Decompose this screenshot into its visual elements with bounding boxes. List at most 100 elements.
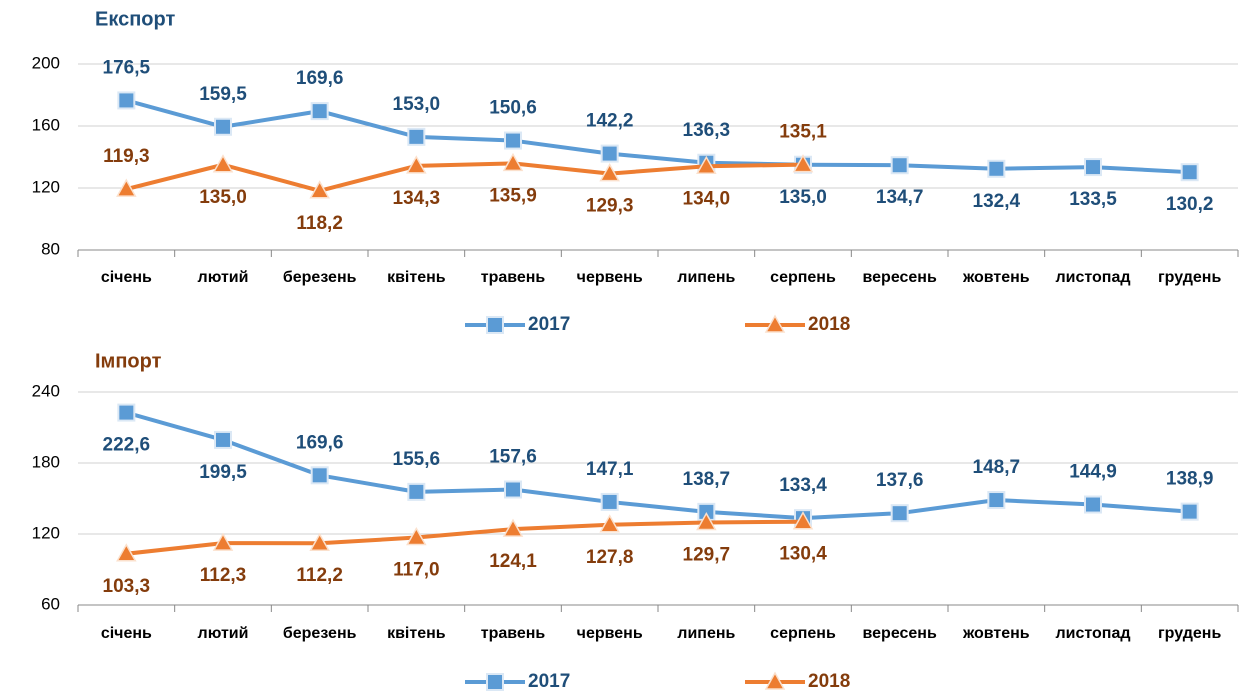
x-tick-label: листопад xyxy=(1055,625,1130,642)
data-label: 135,1 xyxy=(779,122,827,143)
data-label: 176,5 xyxy=(103,57,151,78)
data-label: 144,9 xyxy=(1069,462,1117,483)
x-tick-label: березень xyxy=(283,625,357,642)
data-label: 129,3 xyxy=(586,196,634,217)
data-label: 112,3 xyxy=(200,565,247,586)
data-point xyxy=(504,480,522,499)
y-tick-label: 160 xyxy=(32,115,60,134)
data-point xyxy=(212,532,234,551)
data-label: 133,4 xyxy=(779,475,827,496)
x-tick-label: липень xyxy=(677,625,735,642)
data-label: 148,7 xyxy=(973,457,1021,478)
x-tick-label: березень xyxy=(283,269,357,286)
x-tick-label: серпень xyxy=(770,269,836,286)
data-label: 153,0 xyxy=(393,94,441,115)
data-label: 130,4 xyxy=(779,544,827,565)
series-line xyxy=(125,98,1190,175)
data-label: 134,0 xyxy=(683,188,731,209)
data-point xyxy=(116,178,137,197)
data-label: 138,7 xyxy=(683,469,731,490)
data-label: 117,0 xyxy=(393,560,440,581)
data-point xyxy=(309,180,330,199)
x-tick-label: січень xyxy=(101,625,152,642)
x-tick-label: січень xyxy=(101,269,152,286)
legend-marker xyxy=(486,673,504,691)
data-label: 135,0 xyxy=(779,187,827,208)
data-label: 138,9 xyxy=(1166,469,1214,490)
data-label: 103,3 xyxy=(103,576,151,597)
data-point xyxy=(987,159,1006,178)
data-label: 142,2 xyxy=(586,111,634,132)
legend-label: 2017 xyxy=(528,314,570,335)
x-tick-label: травень xyxy=(481,269,546,286)
x-tick-label: червень xyxy=(577,625,643,642)
legend-label: 2018 xyxy=(808,671,850,692)
x-tick-label: грудень xyxy=(1158,269,1221,286)
data-label: 129,7 xyxy=(683,545,731,566)
data-point xyxy=(309,532,330,551)
x-tick-label: вересень xyxy=(863,269,937,286)
x-tick-label: лютий xyxy=(198,625,249,642)
data-label: 222,6 xyxy=(103,435,151,456)
y-tick-label: 120 xyxy=(32,177,60,196)
data-point xyxy=(1180,163,1199,182)
data-point xyxy=(504,131,522,150)
data-point xyxy=(406,155,427,174)
data-label: 135,9 xyxy=(489,185,537,206)
series-line xyxy=(125,410,1190,521)
y-tick-label: 80 xyxy=(41,239,60,258)
data-label: 150,6 xyxy=(489,98,537,119)
y-tick-label: 120 xyxy=(32,523,60,542)
data-point xyxy=(214,430,232,449)
data-point xyxy=(310,466,329,485)
data-point xyxy=(116,543,137,562)
data-label: 199,5 xyxy=(199,462,247,483)
data-label: 133,5 xyxy=(1069,189,1117,210)
data-point xyxy=(696,155,717,175)
x-tick-label: вересень xyxy=(863,625,937,642)
data-label: 127,8 xyxy=(586,547,634,568)
data-point xyxy=(214,117,232,136)
data-point xyxy=(1084,495,1102,514)
data-point xyxy=(792,154,814,173)
data-point xyxy=(890,504,909,523)
data-point xyxy=(792,511,814,530)
y-tick-label: 60 xyxy=(41,594,60,613)
data-label: 169,6 xyxy=(296,68,344,89)
y-tick-label: 240 xyxy=(32,381,60,400)
data-label: 157,6 xyxy=(489,447,537,468)
data-point xyxy=(987,491,1006,510)
x-tick-label: квітень xyxy=(387,269,446,286)
data-label: 159,5 xyxy=(199,84,247,105)
data-label: 134,3 xyxy=(393,188,441,209)
data-point xyxy=(600,492,619,511)
data-point xyxy=(117,91,136,110)
data-label: 112,2 xyxy=(296,565,343,586)
legend-marker xyxy=(764,314,786,333)
data-point xyxy=(407,127,426,146)
x-tick-label: червень xyxy=(577,269,643,286)
legend-label: 2018 xyxy=(808,314,850,335)
data-label: 136,3 xyxy=(683,120,731,141)
x-tick-label: травень xyxy=(481,625,546,642)
data-point xyxy=(599,514,620,533)
data-point xyxy=(117,403,136,422)
data-label: 119,3 xyxy=(103,146,150,167)
data-point xyxy=(1084,158,1102,177)
data-label: 147,1 xyxy=(586,459,634,480)
legend-marker xyxy=(764,671,786,690)
series-line xyxy=(126,519,804,556)
data-label: 132,4 xyxy=(973,191,1021,212)
data-point xyxy=(502,152,524,172)
legend-label: 2017 xyxy=(528,671,570,692)
x-tick-label: грудень xyxy=(1158,625,1221,642)
x-tick-label: квітень xyxy=(387,625,446,642)
data-label: 124,1 xyxy=(489,551,537,572)
legend-marker xyxy=(486,316,504,334)
data-point xyxy=(696,511,717,531)
data-point xyxy=(502,518,524,537)
data-point xyxy=(406,527,427,546)
x-tick-label: липень xyxy=(677,269,735,286)
x-tick-label: серпень xyxy=(770,625,836,642)
